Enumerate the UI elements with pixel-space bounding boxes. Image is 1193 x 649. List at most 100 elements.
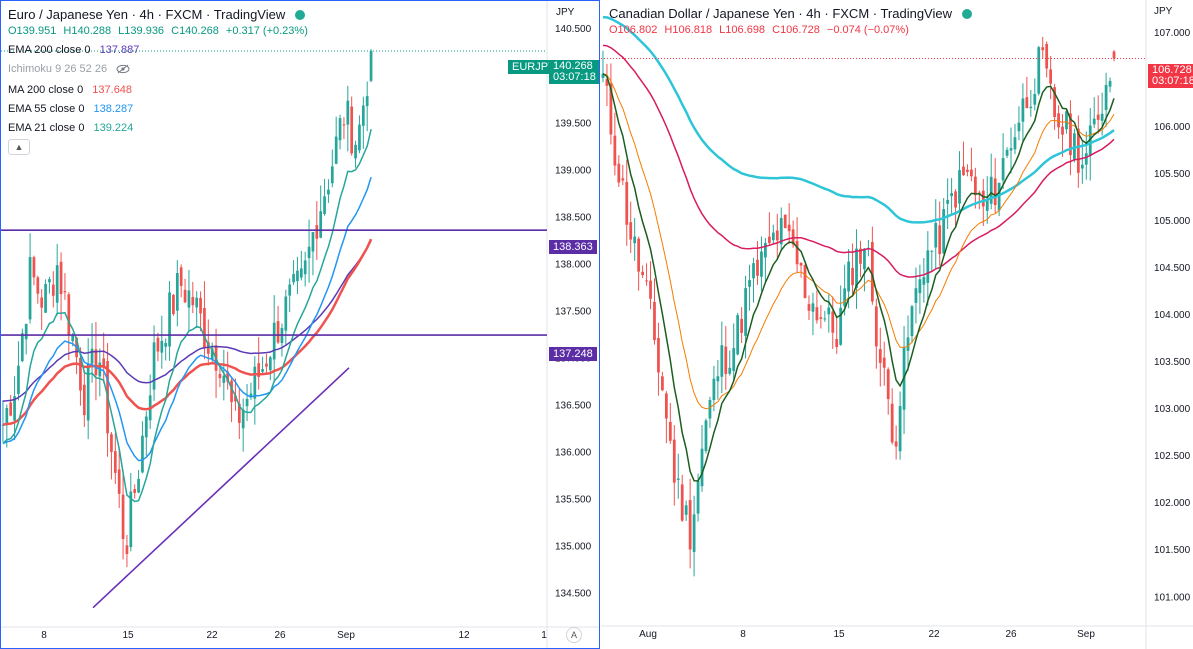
candle-body	[276, 321, 280, 343]
bar-timer: 03:07:18	[1152, 75, 1193, 87]
y-tick-label: 105.000	[1154, 216, 1191, 227]
indicator-ma200[interactable]: MA 200 close 0 137.648	[8, 84, 133, 96]
candle-body	[859, 248, 862, 264]
candle-body	[125, 545, 129, 555]
candle-body	[609, 83, 613, 135]
auto-scale-button[interactable]: A	[566, 627, 582, 643]
candle-body	[696, 481, 700, 514]
candle-body	[226, 371, 230, 382]
candle-body	[102, 358, 106, 368]
candle-body	[708, 400, 712, 419]
candle-body	[288, 284, 292, 296]
candle-body	[1096, 114, 1100, 120]
indicator-ema55[interactable]: EMA 55 close 0 138.287	[8, 103, 134, 115]
candle-body	[28, 257, 32, 320]
candle-body	[152, 342, 156, 390]
candle-body	[172, 294, 175, 315]
candle-body	[369, 51, 373, 81]
candle-body	[82, 384, 86, 416]
candle-body	[668, 421, 672, 441]
candle-body	[942, 209, 946, 254]
candle-body	[922, 277, 926, 285]
candle-body	[775, 230, 779, 241]
candle-body	[164, 342, 168, 347]
eurjpy-legend: Euro / Japanese Yen · 4h · FXCM · Tradin…	[8, 7, 312, 155]
candle-body	[791, 229, 795, 245]
candle-body	[51, 284, 55, 296]
candle-body	[653, 301, 656, 341]
candle-body	[989, 176, 993, 204]
chevron-up-icon: ▲	[14, 142, 24, 152]
collapse-legend-button[interactable]: ▲	[8, 139, 30, 155]
candle-body	[55, 265, 59, 303]
x-tick-label: 12	[458, 630, 470, 641]
candle-body	[783, 214, 787, 229]
x-tick-label: 22	[206, 630, 218, 641]
candle-body	[807, 304, 811, 311]
candle-body	[284, 296, 288, 331]
candle-body	[265, 363, 268, 367]
cadjpy-chart-canvas[interactable]: 107.000106.500106.000105.500105.000104.5…	[601, 0, 1193, 649]
candle-body	[918, 279, 922, 294]
candle-body	[625, 181, 629, 225]
candle-body	[645, 280, 648, 282]
market-open-icon	[961, 9, 972, 19]
y-tick-label: 135.000	[555, 542, 592, 553]
candle-body	[36, 277, 40, 294]
candle-body	[330, 166, 334, 184]
y-tick-label: 137.500	[555, 306, 592, 317]
candle-body	[1069, 113, 1072, 156]
candle-body	[168, 292, 171, 347]
candle-body	[851, 267, 854, 286]
candle-body	[1053, 87, 1056, 118]
candle-body	[323, 196, 326, 214]
candle-body	[1033, 94, 1037, 105]
candle-body	[633, 236, 637, 244]
candle-body	[1013, 137, 1017, 150]
candle-body	[20, 333, 24, 362]
y-tick-label: 101.500	[1154, 545, 1191, 556]
candle-body	[930, 250, 934, 252]
candle-body	[86, 363, 90, 421]
candle-body	[129, 491, 133, 548]
y-tick-label: 138.000	[555, 259, 592, 270]
candle-body	[724, 346, 728, 374]
cadjpy-chart-panel[interactable]: 107.000106.500106.000105.500105.000104.5…	[601, 0, 1193, 649]
candle-body	[1005, 149, 1009, 156]
candle-body	[234, 395, 237, 402]
candle-body	[966, 169, 969, 173]
ema55-line	[602, 73, 1115, 410]
candle-body	[870, 241, 874, 302]
candle-body	[175, 273, 179, 311]
eurjpy-ohlc: O139.951 H140.288 L139.936 C140.268 +0.3…	[8, 25, 312, 37]
indicator-ema21[interactable]: EMA 21 close 0 139.224	[8, 122, 134, 134]
candle-body	[257, 363, 261, 377]
candle-body	[40, 297, 44, 308]
candle-body	[649, 280, 652, 299]
candle-body	[268, 357, 272, 371]
candle-body	[156, 337, 160, 352]
candle-body	[342, 124, 346, 126]
candle-body	[338, 118, 342, 141]
eurjpy-chart-panel[interactable]: 140.500140.000139.500139.000138.500138.0…	[0, 0, 600, 649]
eurjpy-chart-canvas[interactable]: 140.500140.000139.500139.000138.500138.0…	[1, 1, 599, 648]
candle-body	[296, 270, 299, 282]
candle-body	[720, 345, 724, 377]
candle-body	[144, 416, 148, 438]
candle-body	[926, 250, 930, 283]
candle-body	[863, 248, 866, 270]
candle-body	[303, 260, 307, 275]
candle-body	[90, 348, 94, 364]
candle-body	[1009, 148, 1013, 151]
indicator-ema200[interactable]: EMA 200 close 0 137.887	[8, 44, 140, 56]
candle-body	[641, 271, 644, 276]
candle-body	[787, 224, 791, 232]
eye-hidden-icon[interactable]	[116, 64, 130, 77]
candle-body	[44, 284, 47, 313]
candle-body	[17, 365, 20, 394]
indicator-ichimoku[interactable]: Ichimoku 9 26 52 26	[8, 63, 312, 77]
level-tag-lower: 137.248	[549, 347, 597, 361]
candle-body	[79, 357, 82, 391]
candle-body	[334, 136, 338, 164]
candle-body	[874, 306, 878, 347]
